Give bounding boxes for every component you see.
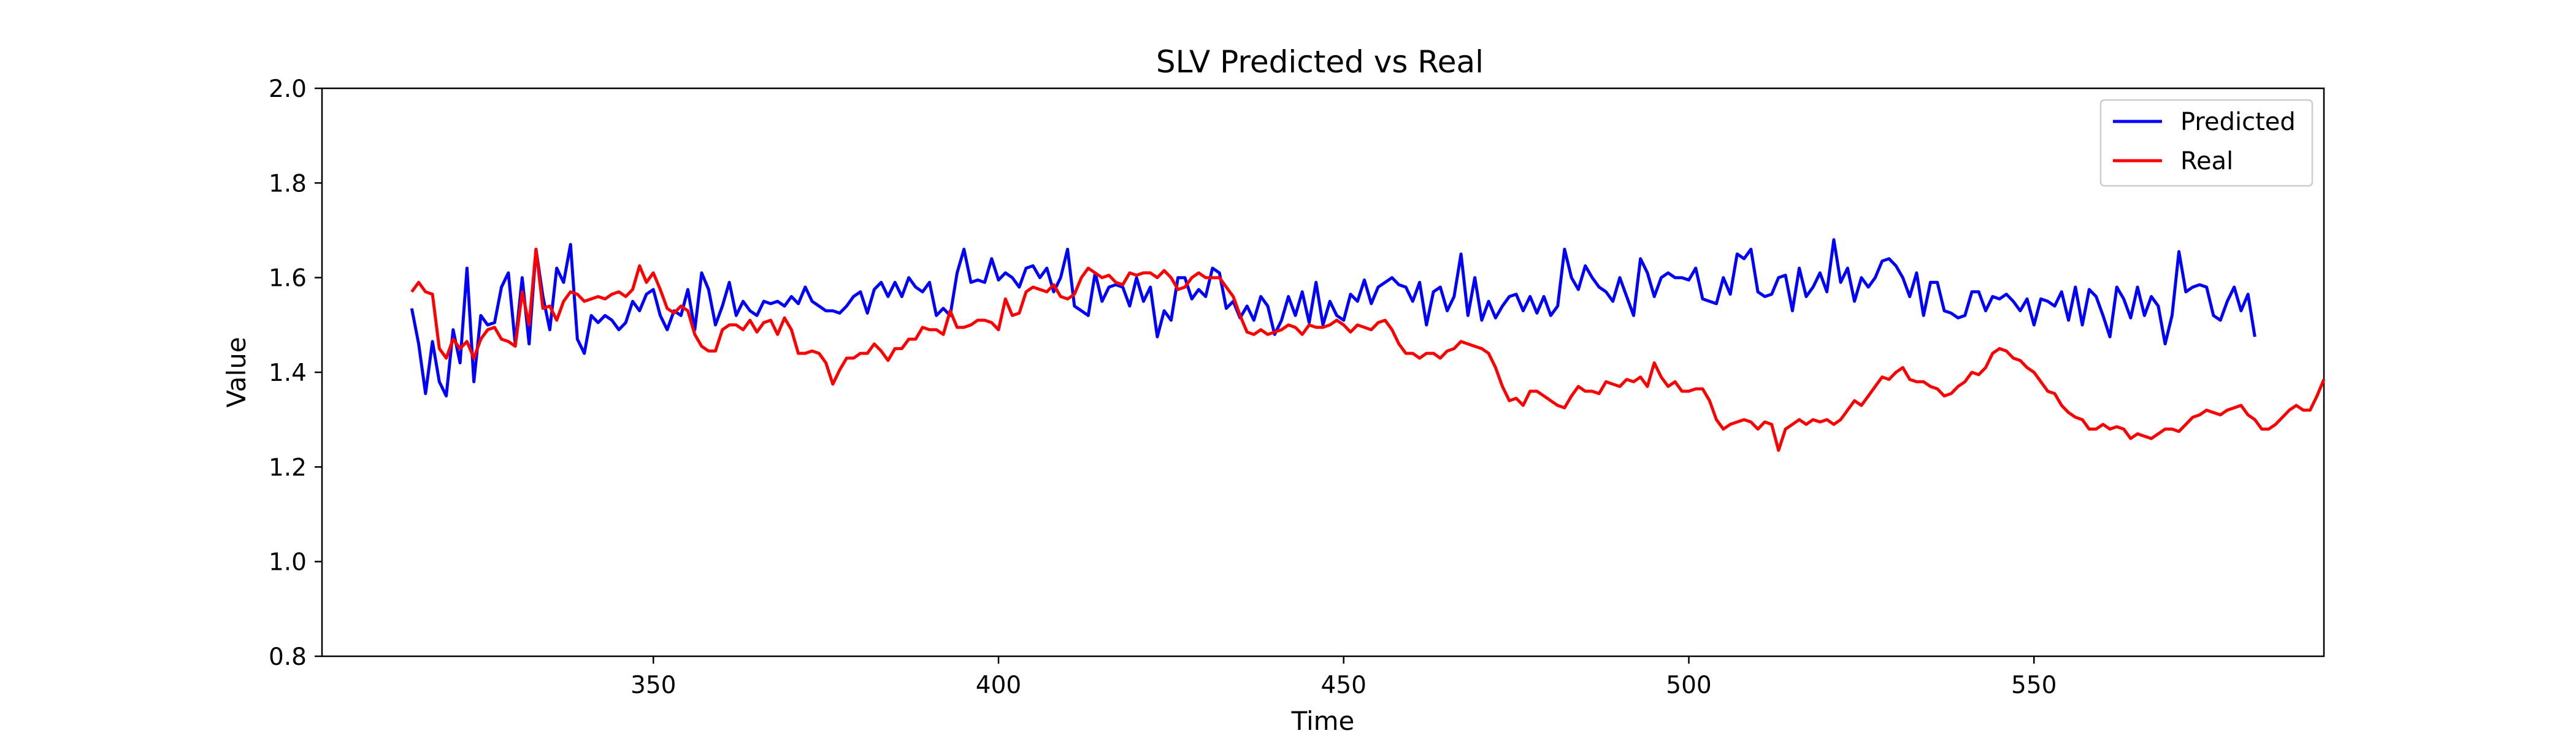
plot-area: 350 400 450 500 550 0.8 1.0 1.2 1.4 1.6 1.8 2.0 (269, 75, 2326, 699)
x-tick-label: 450 (1321, 672, 1367, 699)
legend-label-real: Real (2180, 147, 2233, 175)
y-tick-label: 2.0 (269, 75, 307, 103)
x-tick-label: 350 (631, 672, 676, 699)
x-axis: 350 400 450 500 550 (631, 656, 2057, 699)
series-line-predicted (410, 238, 2256, 398)
legend: Predicted Real (2099, 99, 2313, 187)
y-tick-label: 0.8 (269, 643, 307, 671)
y-tick-label: 1.0 (269, 549, 307, 577)
legend-label-predicted: Predicted (2180, 108, 2296, 136)
series-layer (410, 238, 2326, 452)
y-axis-label: Value (221, 337, 251, 407)
y-tick-label: 1.8 (269, 170, 307, 197)
y-tick-label: 1.6 (269, 265, 307, 293)
chart-title: SLV Predicted vs Real (1156, 44, 1484, 80)
x-axis-label: Time (1291, 706, 1355, 736)
y-axis: 0.8 1.0 1.2 1.4 1.6 1.8 2.0 (269, 75, 322, 671)
series-line-real (410, 247, 2326, 452)
x-tick-label: 500 (1666, 672, 1711, 699)
y-tick-label: 1.2 (269, 454, 307, 481)
x-tick-label: 550 (2011, 672, 2057, 699)
x-tick-label: 400 (976, 672, 1021, 699)
y-tick-label: 1.4 (269, 359, 307, 387)
